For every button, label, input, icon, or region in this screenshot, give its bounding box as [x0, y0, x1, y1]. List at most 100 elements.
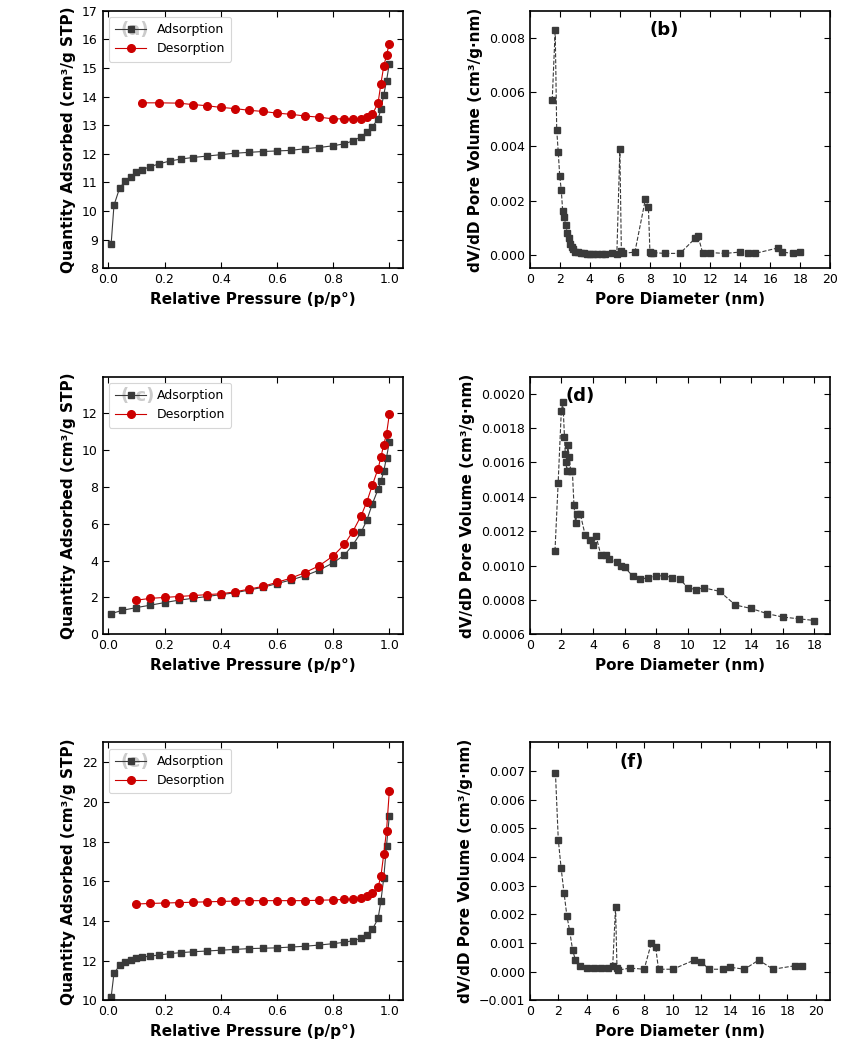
Desorption	[378, 60, 389, 72]
Desorption	[367, 479, 377, 492]
Adsorption	[348, 934, 358, 947]
Adsorption	[176, 946, 187, 959]
Desorption	[229, 895, 240, 908]
Desorption	[348, 526, 358, 538]
Desorption	[187, 98, 198, 111]
Adsorption	[109, 199, 119, 212]
Desorption	[382, 428, 392, 440]
Desorption	[300, 110, 310, 122]
Desorption	[272, 894, 282, 907]
Adsorption	[328, 139, 338, 152]
Adsorption	[314, 938, 324, 951]
Desorption	[328, 113, 338, 126]
Adsorption	[300, 569, 310, 582]
Adsorption	[146, 950, 156, 963]
Desorption	[356, 510, 366, 522]
Desorption	[362, 890, 372, 902]
Line: Adsorption: Adsorption	[108, 61, 392, 247]
Desorption	[131, 898, 141, 911]
Legend: Adsorption, Desorption: Adsorption, Desorption	[109, 749, 231, 794]
Adsorption	[328, 556, 338, 569]
Adsorption	[137, 163, 147, 176]
Desorption	[376, 451, 386, 464]
Desorption	[373, 880, 383, 893]
Desorption	[314, 894, 324, 907]
Desorption	[384, 784, 395, 797]
Adsorption	[373, 113, 383, 126]
Desorption	[137, 97, 147, 110]
Adsorption	[159, 596, 169, 609]
Adsorption	[187, 946, 198, 959]
Line: Desorption: Desorption	[133, 787, 393, 908]
Desorption	[300, 566, 310, 579]
Adsorption	[216, 944, 226, 957]
Desorption	[376, 870, 386, 883]
Adsorption	[286, 573, 296, 586]
Adsorption	[384, 57, 395, 70]
Desorption	[258, 105, 268, 118]
Adsorption	[362, 929, 372, 942]
Adsorption	[229, 943, 240, 955]
Adsorption	[115, 182, 125, 195]
Y-axis label: dV/dD Pore Volume (cm³/g·nm): dV/dD Pore Volume (cm³/g·nm)	[468, 7, 484, 271]
Adsorption	[376, 895, 386, 908]
Desorption	[376, 78, 386, 90]
Adsorption	[356, 130, 366, 143]
Desorption	[367, 107, 377, 120]
Adsorption	[154, 157, 164, 170]
Adsorption	[176, 152, 187, 165]
Desorption	[300, 894, 310, 907]
Adsorption	[272, 578, 282, 591]
Adsorption	[328, 937, 338, 950]
X-axis label: Relative Pressure (p/p°): Relative Pressure (p/p°)	[151, 292, 356, 306]
Adsorption	[131, 601, 141, 614]
Adsorption	[339, 137, 349, 150]
Adsorption	[146, 599, 156, 612]
Desorption	[154, 97, 164, 110]
Adsorption	[165, 154, 175, 167]
Adsorption	[373, 483, 383, 496]
Desorption	[272, 576, 282, 588]
Desorption	[159, 591, 169, 603]
Adsorption	[229, 147, 240, 160]
Adsorption	[362, 514, 372, 527]
Adsorption	[376, 476, 386, 488]
Line: Adsorption: Adsorption	[108, 813, 392, 1000]
Y-axis label: dV/dD Pore Volume (cm³/g·nm): dV/dD Pore Volume (cm³/g·nm)	[461, 373, 475, 637]
Desorption	[339, 113, 349, 126]
Desorption	[146, 592, 156, 604]
Desorption	[174, 97, 184, 110]
X-axis label: Pore Diameter (nm): Pore Diameter (nm)	[595, 658, 765, 672]
Desorption	[258, 580, 268, 593]
Adsorption	[201, 150, 211, 163]
Desorption	[201, 588, 211, 601]
Adsorption	[131, 952, 141, 965]
Adsorption	[300, 940, 310, 952]
Desorption	[348, 113, 358, 126]
Desorption	[339, 538, 349, 551]
Adsorption	[106, 991, 116, 1003]
Desorption	[328, 550, 338, 563]
X-axis label: Pore Diameter (nm): Pore Diameter (nm)	[595, 292, 765, 306]
Y-axis label: Quantity Adsorbed (cm³/g STP): Quantity Adsorbed (cm³/g STP)	[62, 372, 76, 638]
Desorption	[367, 886, 377, 899]
Y-axis label: Quantity Adsorbed (cm³/g STP): Quantity Adsorbed (cm³/g STP)	[62, 6, 76, 272]
Desorption	[373, 97, 383, 110]
Legend: Adsorption, Desorption: Adsorption, Desorption	[109, 17, 231, 62]
Desorption	[362, 111, 372, 123]
Desorption	[146, 897, 156, 910]
Adsorption	[244, 584, 254, 597]
Text: (b): (b)	[650, 21, 680, 39]
Adsorption	[382, 839, 392, 852]
Adsorption	[367, 922, 377, 935]
Adsorption	[216, 588, 226, 601]
Adsorption	[174, 594, 184, 606]
Adsorption	[272, 942, 282, 954]
Desorption	[382, 49, 392, 62]
X-axis label: Pore Diameter (nm): Pore Diameter (nm)	[595, 1024, 765, 1038]
X-axis label: Relative Pressure (p/p°): Relative Pressure (p/p°)	[151, 658, 356, 672]
Adsorption	[339, 549, 349, 562]
Text: (f): (f)	[620, 753, 645, 770]
Y-axis label: dV/dD Pore Volume (cm³/g·nm): dV/dD Pore Volume (cm³/g·nm)	[458, 739, 473, 1003]
Desorption	[131, 594, 141, 606]
